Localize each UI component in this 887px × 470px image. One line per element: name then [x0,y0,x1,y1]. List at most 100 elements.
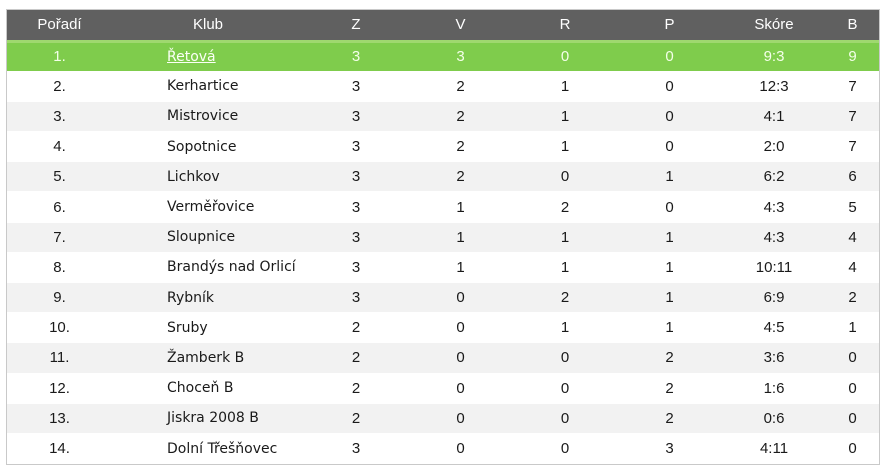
cell-r: 0 [513,342,617,374]
cell-r: 0 [513,433,617,465]
cell-club: Verměřovice [112,191,304,223]
cell-b: 2 [826,282,879,314]
cell-score: 4:1 [722,101,826,133]
cell-b: 7 [826,71,879,102]
cell-rank: 12. [7,373,112,404]
cell-z: 3 [304,41,408,72]
table-row: 2. Kerhartice 3 2 1 0 12:3 7 [7,71,879,102]
cell-v: 1 [408,191,513,223]
cell-r: 1 [513,222,617,253]
cell-rank: 11. [7,342,112,374]
table-row: 14. Dolní Třešňovec 3 0 0 3 4:11 0 [7,433,879,465]
cell-score: 4:11 [722,433,826,465]
cell-score: 6:9 [722,282,826,314]
cell-rank: 6. [7,191,112,223]
table-row: 9. Rybník 3 0 2 1 6:9 2 [7,282,879,314]
cell-b: 7 [826,131,879,163]
cell-z: 3 [304,101,408,133]
cell-score: 6:2 [722,161,826,193]
table-body: 1. Řetová 3 3 0 0 9:3 9 2. Kerhartice 3 2 1 0 12:3 7 3. M… [7,41,879,465]
cell-p: 1 [617,312,722,344]
standings-table-frame: Pořadí Klub Z V R P Skóre B 1. Řetová 3 3 0 0… [6,9,880,465]
header-score: Skóre [754,16,794,34]
cell-b: 9 [826,41,879,72]
cell-rank: 5. [7,161,112,193]
cell-r: 0 [513,41,617,72]
cell-z: 2 [304,312,408,344]
cell-club: Kerhartice [112,71,304,102]
cell-p: 1 [617,222,722,253]
cell-b: 4 [826,252,879,284]
table-row: 10. Sruby 2 0 1 1 4:5 1 [7,312,879,344]
cell-z: 3 [304,71,408,102]
table-row: 8. Brandýs nad Orlicí 3 1 1 1 10:11 4 [7,252,879,284]
cell-v: 0 [408,312,513,344]
header-r: R [559,16,571,34]
table-row: 11. Žamberk B 2 0 0 2 3:6 0 [7,342,879,374]
cell-r: 1 [513,71,617,102]
cell-v: 0 [408,282,513,314]
cell-b: 0 [826,433,879,465]
table-row: 3. Mistrovice 3 2 1 0 4:1 7 [7,101,879,133]
cell-rank: 13. [7,403,112,434]
cell-p: 0 [617,71,722,102]
cell-b: 0 [826,342,879,374]
cell-p: 1 [617,252,722,284]
cell-p: 0 [617,101,722,133]
club-link[interactable]: Řetová [167,48,216,65]
cell-v: 2 [408,101,513,133]
header-p: P [664,16,675,34]
cell-b: 0 [826,403,879,434]
cell-b: 4 [826,222,879,253]
table-row-highlighted: 1. Řetová 3 3 0 0 9:3 9 [7,41,879,72]
header-row: Pořadí Klub Z V R P Skóre B [7,10,879,41]
table-row: 6. Verměřovice 3 1 2 0 4:3 5 [7,191,879,223]
cell-r: 1 [513,312,617,344]
cell-rank: 10. [7,312,112,344]
cell-score: 1:6 [722,373,826,404]
cell-club: Sruby [112,312,304,344]
cell-v: 0 [408,403,513,434]
cell-r: 2 [513,191,617,223]
cell-v: 1 [408,252,513,284]
cell-score: 0:6 [722,403,826,434]
cell-p: 0 [617,41,722,72]
cell-b: 7 [826,101,879,133]
cell-rank: 9. [7,282,112,314]
cell-rank: 4. [7,131,112,163]
standings-table: Pořadí Klub Z V R P Skóre B 1. Řetová 3 3 0 0… [7,10,879,465]
cell-club: Řetová [112,41,304,72]
cell-z: 3 [304,433,408,465]
cell-p: 3 [617,433,722,465]
cell-p: 2 [617,403,722,434]
cell-v: 2 [408,161,513,193]
table-row: 4. Sopotnice 3 2 1 0 2:0 7 [7,131,879,163]
header-z: Z [351,16,361,34]
cell-r: 1 [513,101,617,133]
cell-p: 0 [617,191,722,223]
cell-rank: 3. [7,101,112,133]
cell-p: 1 [617,161,722,193]
cell-r: 1 [513,131,617,163]
header-club: Klub [192,16,224,34]
cell-v: 0 [408,342,513,374]
cell-score: 9:3 [722,41,826,72]
cell-z: 3 [304,131,408,163]
table-row: 7. Sloupnice 3 1 1 1 4:3 4 [7,222,879,253]
cell-z: 3 [304,191,408,223]
cell-club: Lichkov [112,161,304,193]
cell-b: 5 [826,191,879,223]
cell-club: Rybník [112,282,304,314]
cell-club: Dolní Třešňovec [112,433,304,465]
cell-score: 10:11 [722,252,826,284]
cell-z: 2 [304,373,408,404]
cell-z: 3 [304,252,408,284]
cell-v: 0 [408,373,513,404]
cell-r: 1 [513,252,617,284]
table-row: 13. Jiskra 2008 B 2 0 0 2 0:6 0 [7,403,879,434]
cell-v: 2 [408,71,513,102]
cell-v: 1 [408,222,513,253]
table-header: Pořadí Klub Z V R P Skóre B [7,10,879,41]
cell-rank: 1. [7,41,112,72]
